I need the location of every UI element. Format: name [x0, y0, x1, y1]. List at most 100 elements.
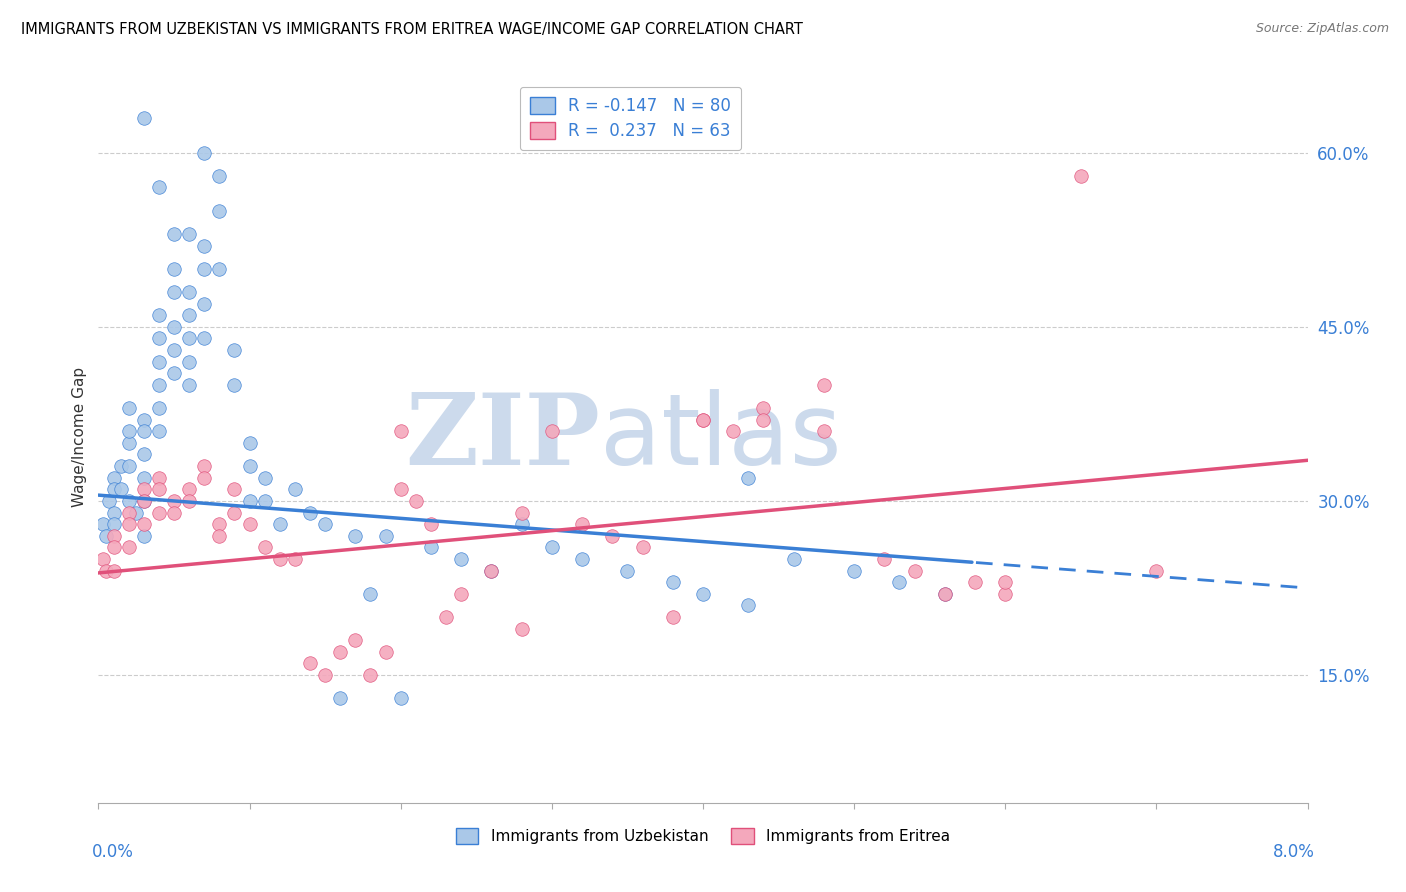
Point: [239, 494, 262, 508]
Point: [692, 412, 714, 426]
Point: [344, 529, 367, 543]
Point: [752, 401, 775, 415]
Point: [148, 506, 170, 520]
Point: [420, 517, 443, 532]
Point: [934, 587, 956, 601]
Point: [540, 424, 562, 438]
Point: [148, 377, 170, 392]
Point: [661, 575, 683, 590]
Point: [224, 483, 246, 497]
Point: [752, 412, 775, 426]
Point: [873, 552, 896, 566]
Point: [481, 564, 503, 578]
Point: [540, 541, 562, 555]
Point: [193, 145, 215, 160]
Point: [389, 424, 412, 438]
Point: [269, 517, 291, 532]
Point: [163, 319, 186, 334]
Point: [692, 412, 714, 426]
Point: [299, 506, 322, 520]
Point: [994, 587, 1017, 601]
Point: [723, 424, 745, 438]
Point: [329, 645, 352, 659]
Point: [103, 471, 125, 485]
Point: [132, 483, 155, 497]
Point: [360, 668, 382, 682]
Point: [179, 331, 201, 345]
Point: [193, 459, 215, 474]
Point: [163, 227, 186, 241]
Point: [314, 517, 336, 532]
Point: [571, 517, 593, 532]
Point: [253, 471, 276, 485]
Point: [103, 564, 125, 578]
Point: [1146, 564, 1168, 578]
Point: [510, 506, 533, 520]
Point: [163, 366, 186, 380]
Point: [132, 471, 155, 485]
Point: [118, 517, 141, 532]
Point: [239, 436, 262, 450]
Point: [148, 180, 170, 194]
Text: Source: ZipAtlas.com: Source: ZipAtlas.com: [1256, 22, 1389, 36]
Point: [118, 506, 141, 520]
Point: [389, 483, 412, 497]
Point: [132, 494, 155, 508]
Point: [179, 494, 201, 508]
Point: [110, 459, 132, 474]
Point: [91, 552, 114, 566]
Point: [571, 552, 593, 566]
Point: [208, 169, 231, 183]
Point: [118, 424, 141, 438]
Point: [329, 691, 352, 706]
Point: [148, 483, 170, 497]
Point: [179, 354, 201, 368]
Point: [360, 587, 382, 601]
Point: [125, 506, 148, 520]
Point: [965, 575, 987, 590]
Point: [132, 529, 155, 543]
Point: [737, 599, 759, 613]
Point: [163, 285, 186, 299]
Point: [193, 471, 215, 485]
Point: [163, 261, 186, 276]
Point: [692, 587, 714, 601]
Point: [118, 494, 141, 508]
Point: [616, 564, 638, 578]
Point: [374, 529, 396, 543]
Point: [208, 203, 231, 218]
Point: [510, 622, 533, 636]
Point: [389, 691, 412, 706]
Point: [405, 494, 427, 508]
Point: [179, 483, 201, 497]
Legend: Immigrants from Uzbekistan, Immigrants from Eritrea: Immigrants from Uzbekistan, Immigrants f…: [450, 822, 956, 850]
Point: [284, 483, 307, 497]
Point: [661, 610, 683, 624]
Point: [193, 296, 215, 310]
Point: [103, 529, 125, 543]
Point: [94, 564, 117, 578]
Point: [148, 401, 170, 415]
Point: [813, 424, 835, 438]
Text: atlas: atlas: [600, 389, 842, 485]
Point: [208, 529, 231, 543]
Point: [783, 552, 806, 566]
Point: [481, 564, 503, 578]
Point: [193, 331, 215, 345]
Point: [374, 645, 396, 659]
Point: [314, 668, 336, 682]
Point: [631, 541, 654, 555]
Point: [450, 552, 472, 566]
Point: [179, 285, 201, 299]
Point: [132, 494, 155, 508]
Point: [934, 587, 956, 601]
Point: [224, 506, 246, 520]
Point: [103, 483, 125, 497]
Point: [208, 261, 231, 276]
Point: [179, 227, 201, 241]
Text: IMMIGRANTS FROM UZBEKISTAN VS IMMIGRANTS FROM ERITREA WAGE/INCOME GAP CORRELATIO: IMMIGRANTS FROM UZBEKISTAN VS IMMIGRANTS…: [21, 22, 803, 37]
Point: [450, 587, 472, 601]
Point: [904, 564, 927, 578]
Point: [94, 529, 117, 543]
Point: [253, 494, 276, 508]
